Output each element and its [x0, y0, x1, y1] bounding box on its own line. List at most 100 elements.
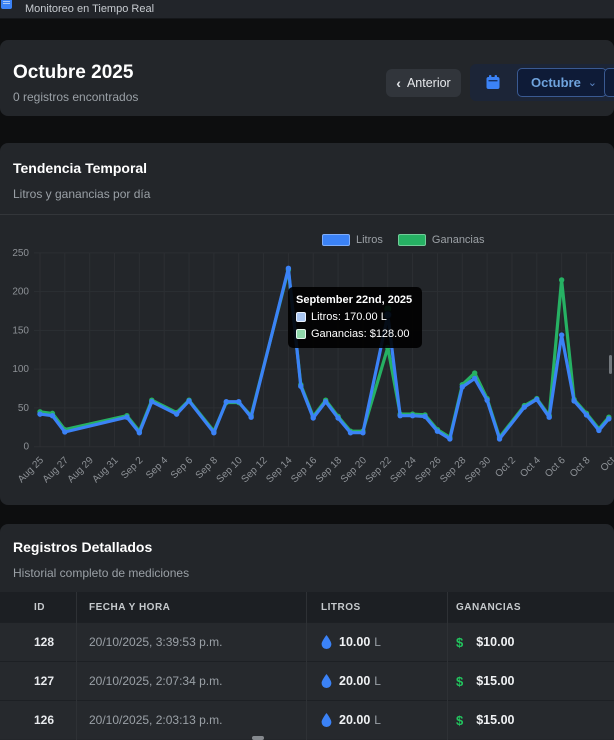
column-header-fecha: FECHA Y HORA	[89, 601, 171, 613]
svg-text:Sep 14: Sep 14	[264, 455, 294, 485]
month-select[interactable]: Octubre ⌄	[517, 68, 607, 97]
row-datetime: 20/10/2025, 3:39:53 p.m.	[89, 635, 223, 649]
row-id: 127	[34, 674, 55, 688]
svg-text:150: 150	[12, 325, 29, 336]
svg-text:Oct: Oct	[599, 455, 614, 474]
svg-text:Sep 24: Sep 24	[389, 455, 419, 485]
table-title: Registros Detallados	[13, 539, 153, 555]
table-header-row: ID FECHA Y HORA LITROS GANANCIAS	[0, 592, 614, 622]
row-litros-value: 20.00	[339, 674, 371, 688]
row-ganancias-cell: $ $15.00	[447, 674, 614, 689]
svg-text:Sep 4: Sep 4	[144, 455, 171, 482]
tooltip-litros-row: Litros: 170.00 L	[296, 311, 412, 323]
table-row: 126 20/10/2025, 2:03:13 p.m. 20.00 L $ $…	[0, 700, 614, 739]
water-drop-icon	[321, 635, 332, 649]
table-body: 128 20/10/2025, 3:39:53 p.m. 10.00 L $ $…	[0, 622, 614, 739]
divider	[0, 214, 614, 215]
month-picker-panel: Octubre ⌄	[470, 64, 614, 101]
row-datetime: 20/10/2025, 2:03:13 p.m.	[89, 713, 223, 727]
water-drop-icon	[321, 674, 332, 688]
row-litros-cell: 10.00 L	[306, 635, 447, 649]
water-drop-icon	[321, 713, 332, 727]
dollar-icon: $	[456, 712, 464, 728]
svg-text:Sep 20: Sep 20	[339, 455, 369, 485]
top-bar-title: Monitoreo en Tiempo Real	[25, 3, 155, 15]
svg-text:Sep 16: Sep 16	[289, 455, 319, 485]
column-header-litros: LITROS	[321, 601, 361, 613]
page-title: Octubre 2025	[13, 62, 134, 83]
row-litros-unit: L	[374, 674, 381, 688]
svg-text:Sep 26: Sep 26	[413, 455, 443, 485]
chart-subtitle: Litros y ganancias por día	[13, 187, 151, 201]
tooltip-ganancias-swatch	[296, 329, 306, 339]
dollar-icon: $	[456, 673, 464, 689]
row-ganancias-value: $15.00	[476, 674, 515, 688]
tooltip-date: September 22nd, 2025	[296, 294, 413, 306]
row-litros-cell: 20.00 L	[306, 674, 447, 688]
legend-swatch-ganancias	[397, 234, 426, 246]
row-litros-unit: L	[374, 635, 381, 649]
svg-text:250: 250	[12, 248, 29, 259]
svg-text:Sep 22: Sep 22	[364, 455, 394, 485]
month-select-value: Octubre	[531, 75, 581, 90]
legend-label-ganancias: Ganancias	[431, 234, 485, 246]
svg-text:Oct 8: Oct 8	[568, 455, 593, 480]
svg-text:Sep 6: Sep 6	[169, 455, 196, 482]
svg-text:Sep 28: Sep 28	[438, 455, 468, 485]
svg-text:Sep 18: Sep 18	[314, 455, 344, 485]
svg-text:100: 100	[12, 364, 29, 375]
row-litros-unit: L	[374, 713, 381, 727]
svg-text:0: 0	[23, 442, 29, 453]
tooltip-ganancias-value: Ganancias: $128.00	[311, 328, 410, 340]
column-divider	[306, 592, 307, 740]
row-litros-cell: 20.00 L	[306, 713, 447, 727]
svg-text:Sep 12: Sep 12	[239, 455, 269, 485]
svg-text:Oct 4: Oct 4	[518, 455, 543, 480]
svg-text:Oct 2: Oct 2	[493, 455, 518, 480]
column-divider	[76, 592, 77, 740]
row-ganancias-cell: $ $15.00	[447, 713, 614, 728]
row-datetime: 20/10/2025, 2:07:34 p.m.	[89, 674, 223, 688]
top-bar: Monitoreo en Tiempo Real	[0, 0, 614, 19]
trend-chart-card: Tendencia Temporal Litros y ganancias po…	[0, 143, 614, 505]
row-ganancias-value: $10.00	[476, 635, 515, 649]
svg-text:Sep 30: Sep 30	[463, 455, 493, 485]
table-row: 128 20/10/2025, 3:39:53 p.m. 10.00 L $ $…	[0, 622, 614, 661]
legend-label-litros: Litros	[356, 234, 383, 246]
records-count-text: 0 registros encontrados	[13, 90, 139, 104]
calendar-icon	[486, 75, 500, 89]
tooltip-litros-value: Litros: 170.00 L	[311, 311, 387, 323]
row-id: 128	[34, 635, 55, 649]
svg-text:Sep 10: Sep 10	[215, 455, 245, 485]
row-litros-value: 20.00	[339, 713, 371, 727]
chart-tooltip: September 22nd, 2025 Litros: 170.00 L Ga…	[288, 287, 423, 348]
legend-item-litros[interactable]: Litros	[322, 234, 383, 246]
column-divider	[447, 592, 448, 740]
horizontal-scrollbar-thumb[interactable]	[252, 736, 264, 740]
chevron-left-icon: ‹	[396, 74, 401, 91]
previous-month-button[interactable]: ‹ Anterior	[386, 69, 461, 97]
row-ganancias-value: $15.00	[476, 713, 515, 727]
row-id: 126	[34, 713, 55, 727]
vertical-scrollbar-thumb[interactable]	[609, 355, 612, 374]
year-select-cutoff[interactable]	[604, 68, 614, 97]
chevron-down-icon: ⌄	[587, 77, 597, 89]
svg-text:Oct 6: Oct 6	[543, 455, 568, 480]
chart-title: Tendencia Temporal	[13, 160, 148, 176]
previous-month-label: Anterior	[406, 76, 451, 90]
records-table: ID FECHA Y HORA LITROS GANANCIAS 128 20/…	[0, 592, 614, 739]
svg-text:Sep 2: Sep 2	[119, 455, 146, 482]
svg-text:Aug 25: Aug 25	[16, 455, 46, 485]
app-logo-icon	[1, 0, 12, 9]
row-litros-value: 10.00	[339, 635, 371, 649]
tooltip-ganancias-row: Ganancias: $128.00	[296, 328, 412, 340]
table-row: 127 20/10/2025, 2:07:34 p.m. 20.00 L $ $…	[0, 661, 614, 700]
chart-legend: Litros Ganancias	[322, 234, 485, 246]
svg-text:Aug 29: Aug 29	[66, 455, 96, 485]
row-ganancias-cell: $ $10.00	[447, 635, 614, 650]
svg-text:50: 50	[18, 403, 30, 414]
records-table-card: Registros Detallados Historial completo …	[0, 524, 614, 740]
legend-item-ganancias[interactable]: Ganancias	[397, 234, 485, 246]
